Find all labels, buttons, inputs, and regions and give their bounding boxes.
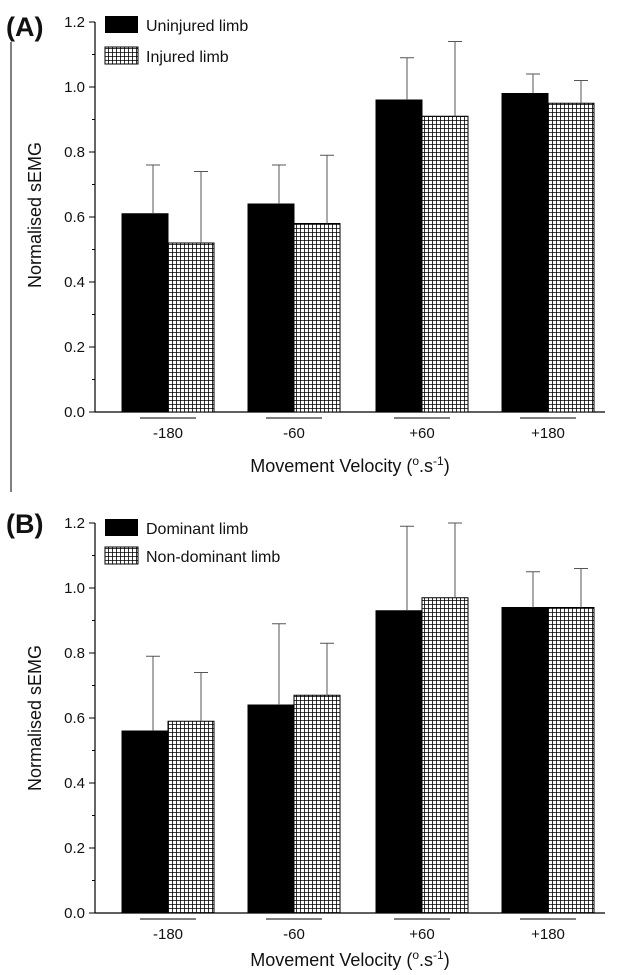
panel-a-x-axis-title-sup2: -1 — [433, 454, 444, 468]
legend-swatch-uninjured — [105, 16, 138, 33]
panel-b-bar-series1-1 — [247, 704, 295, 914]
legend-label-non-dominant: Non-dominant limb — [146, 549, 280, 566]
panel-b-bar-series2-0 — [167, 720, 215, 914]
panel-b-y-tick-label: 0.8 — [64, 645, 85, 662]
panel-b-x-tick-label: -60 — [283, 926, 305, 943]
panel-a-bar-series2-0 — [167, 242, 215, 413]
panel-b-bar-series1-2 — [375, 610, 423, 914]
panel-b-x-tick-label: +180 — [531, 926, 565, 943]
panel-b-y-axis-title: Normalised sEMG — [25, 645, 45, 791]
panel-a-x-tick-label: -60 — [283, 425, 305, 442]
panel-a-y-axis-title: Normalised sEMG — [25, 142, 45, 288]
legend-swatch-non-dominant — [104, 546, 139, 565]
panel-a-bar-series2-2 — [421, 115, 469, 413]
panel-b-bar-series1-3 — [501, 607, 549, 914]
panel-b-x-axis-title-sup2: -1 — [433, 948, 444, 962]
panel-b-bar-series2-2 — [421, 597, 469, 914]
panel-a-bar-series1-3 — [501, 93, 549, 413]
panel-a-y-tick-label: 0.6 — [64, 209, 85, 226]
panel-a-y-tick-label: 0.4 — [64, 274, 85, 291]
panel-b-x-axis-title: Movement Velocity (o.s-1) — [250, 948, 449, 970]
panel-a-bar-series2-3 — [547, 102, 595, 413]
panel-a-x-axis-title-sup1: o — [412, 454, 419, 468]
panel-b-plot: 0.0 0.2 0.4 0.6 0.8 1.0 1.2 -180 -60 +60 +180 — [64, 515, 605, 943]
panel-a-label: (A) — [6, 12, 43, 42]
panel-b: (B) 0.00.20.40.60.81.01.2-180 -60 +60 +180 … — [6, 509, 605, 970]
legend-label-dominant: Dominant limb — [146, 521, 248, 538]
panel-a-bar-series1-2 — [375, 99, 423, 413]
panel-a-x-tick-label: +60 — [409, 425, 434, 442]
legend-swatch-dominant — [105, 519, 138, 536]
panel-a-bar-series2-1 — [293, 223, 341, 413]
panel-a-y-tick-label: 1.2 — [64, 14, 85, 31]
panel-a-x-axis-title-end: ) — [444, 456, 450, 476]
legend-label-injured: Injured limb — [146, 49, 229, 66]
panel-b-y-tick-label: 1.2 — [64, 515, 85, 532]
panel-a-y-tick-label: 1.0 — [64, 79, 85, 96]
panel-b-x-axis-title-main: Movement Velocity ( — [250, 950, 412, 970]
panel-b-y-tick-label: 0.6 — [64, 710, 85, 727]
panel-b-bar-series1-0 — [121, 730, 169, 914]
panel-b-bar-series2-1 — [293, 694, 341, 914]
legend-swatch-injured — [104, 46, 139, 65]
panel-b-y-tick-label: 1.0 — [64, 580, 85, 597]
panel-b-label: (B) — [6, 509, 43, 539]
panel-b-x-axis-title-sup1: o — [412, 948, 419, 962]
panel-a-y-tick-label: 0.2 — [64, 339, 85, 356]
panel-a-x-tick-label: -180 — [153, 425, 183, 442]
panel-a-x-axis-title-main: Movement Velocity ( — [250, 456, 412, 476]
panel-b-x-tick-label: -180 — [153, 926, 183, 943]
panel-b-x-axis-title-mid: .s — [419, 950, 433, 970]
panel-b-x-axis-title-end: ) — [444, 950, 450, 970]
panel-b-y-tick-label: 0.2 — [64, 840, 85, 857]
legend-label-uninjured: Uninjured limb — [146, 18, 248, 35]
panel-a-bar-series1-1 — [247, 203, 295, 413]
panel-b-y-tick-label: 0.0 — [64, 905, 85, 922]
panel-a-y-tick-label: 0.0 — [64, 404, 85, 421]
panel-b-bar-series2-3 — [547, 607, 595, 914]
panel-b-x-tick-label: +60 — [409, 926, 434, 943]
panel-a-bar-series1-0 — [121, 213, 169, 413]
panel-a-x-tick-label: +180 — [531, 425, 565, 442]
panel-a-x-axis-title: Movement Velocity (o.s-1) — [250, 454, 449, 476]
panel-a-legend: Uninjured limb Injured limb — [104, 16, 248, 66]
panel-a-y-tick-label: 0.8 — [64, 144, 85, 161]
panel-a: (A) 0.00.20.40.60.81.01.2-180 -60 +60 +180 … — [6, 12, 605, 492]
panel-b-y-tick-label: 0.4 — [64, 775, 85, 792]
panel-b-legend: Dominant limb Non-dominant limb — [104, 519, 280, 566]
panel-a-x-axis-title-mid: .s — [419, 456, 433, 476]
panel-a-plot: 0.0 0.2 0.4 0.6 0.8 1.0 1.2 -180 -60 +60 +180 — [64, 14, 605, 442]
